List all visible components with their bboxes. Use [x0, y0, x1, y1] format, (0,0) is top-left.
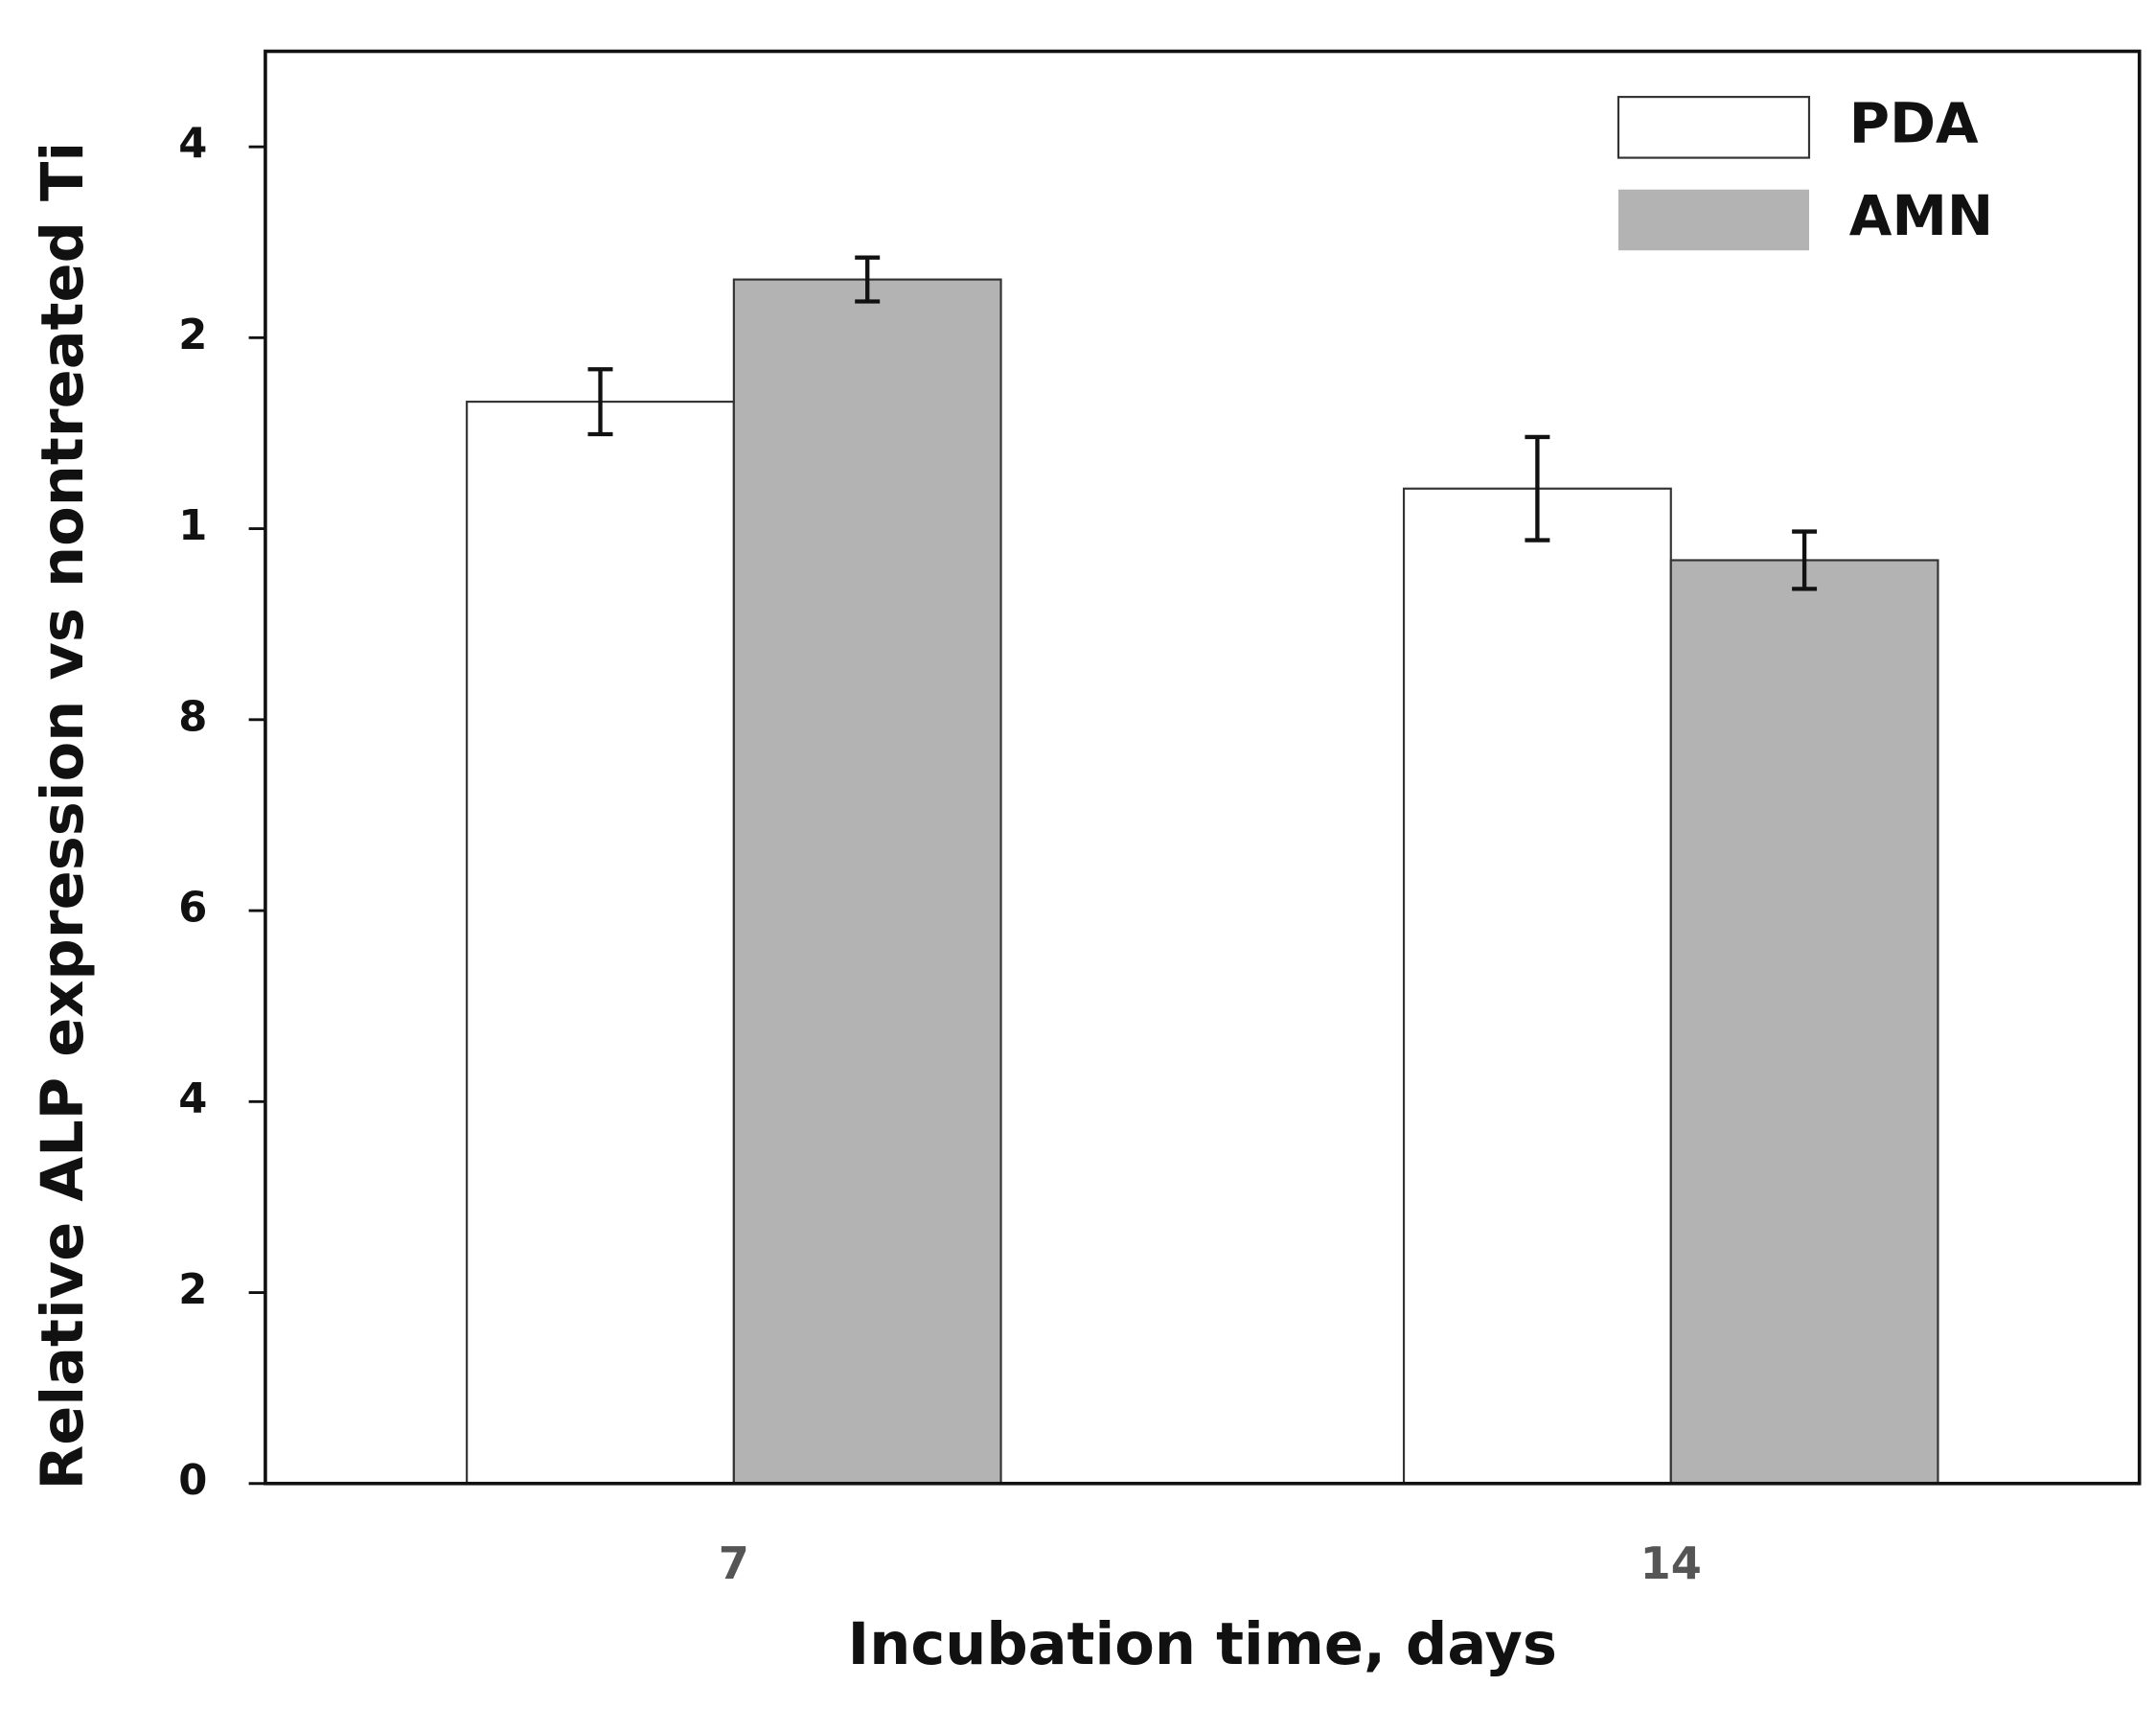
y-tick-label: 1 — [178, 502, 207, 550]
y-tick-label: 2 — [178, 312, 207, 359]
y-tick-label: 2 — [178, 1266, 207, 1314]
legend-swatch — [1617, 189, 1809, 251]
plot-frame — [264, 49, 2142, 1486]
y-tick-label: 4 — [178, 1075, 207, 1123]
legend-swatch — [1617, 96, 1811, 159]
y-tick-label: 8 — [178, 693, 207, 741]
legend-label: AMN — [1849, 183, 1993, 248]
bar — [1402, 487, 1672, 1485]
bar — [1669, 559, 1939, 1485]
y-axis-label: Relative ALP expression vs nontreated Ti — [30, 142, 97, 1490]
x-tick-label: 7 — [719, 1537, 749, 1589]
y-tick-label: 6 — [178, 885, 207, 933]
bar — [732, 278, 1002, 1485]
bar — [466, 401, 735, 1485]
legend-label: PDA — [1849, 90, 1979, 155]
x-axis-label: Incubation time, days — [848, 1611, 1557, 1678]
y-tick-label: 4 — [178, 121, 207, 169]
y-tick-label: 0 — [178, 1457, 207, 1505]
x-tick-label: 14 — [1640, 1537, 1702, 1589]
